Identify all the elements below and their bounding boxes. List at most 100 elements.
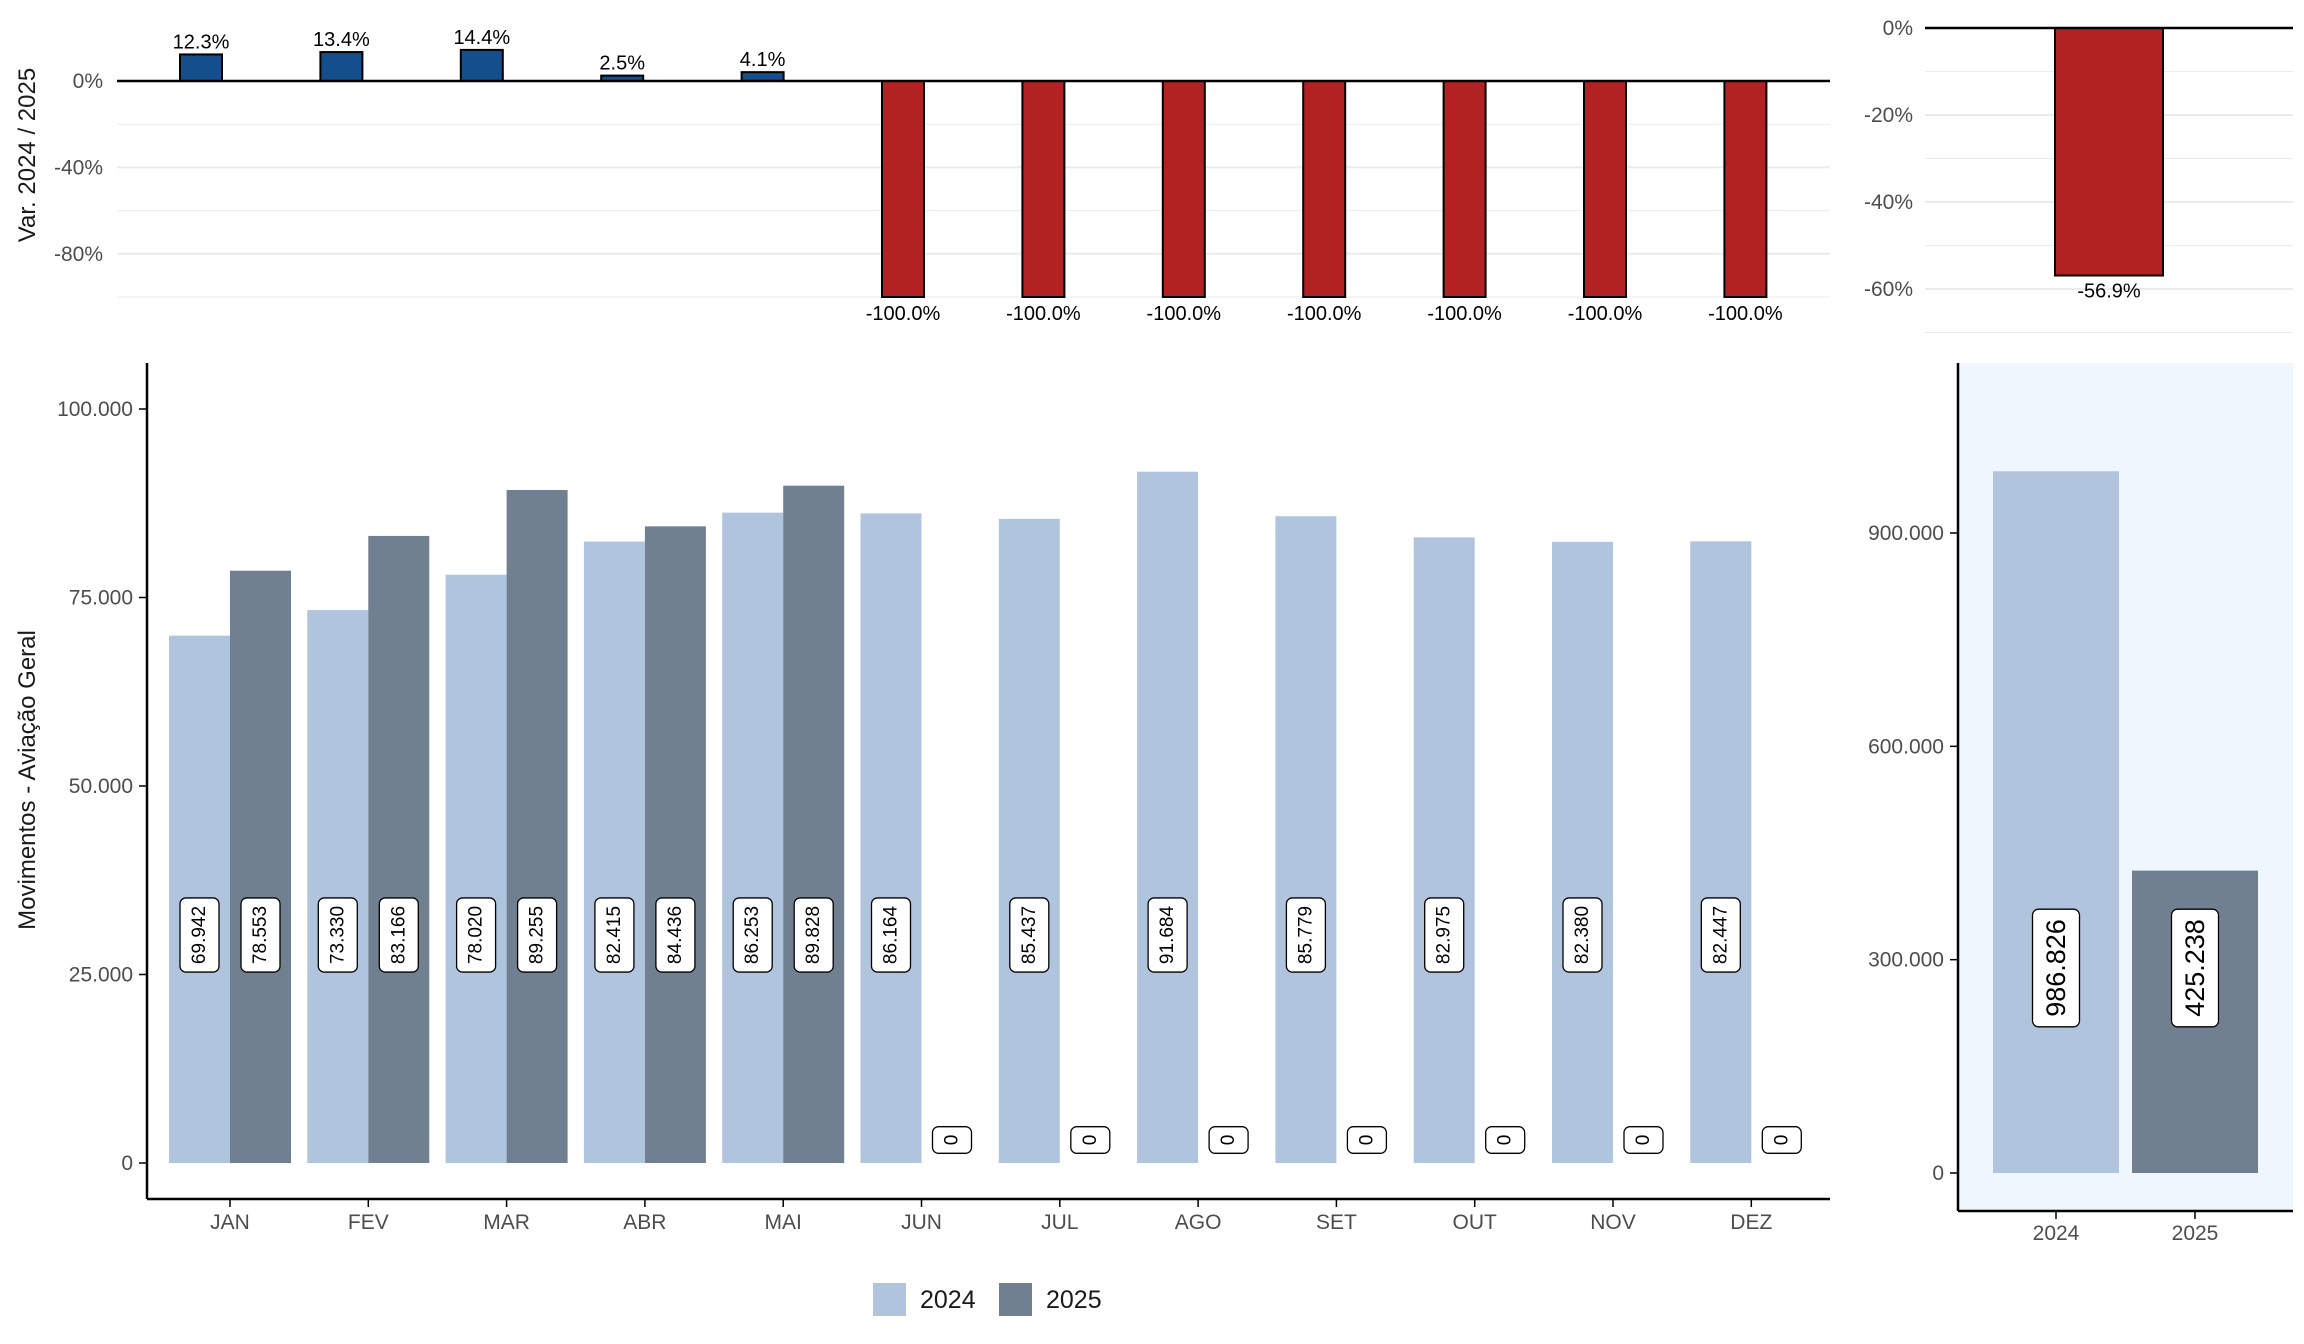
- value-label-2024: 82.415: [594, 897, 635, 973]
- legend-label-2024: 2024: [920, 1286, 976, 1314]
- variation-value-label: 2.5%: [599, 53, 645, 75]
- variation-value-label: -100.0%: [866, 303, 941, 325]
- y-tick-label: 50.000: [69, 775, 133, 798]
- variation-bar-jun: [881, 80, 925, 298]
- bar-2024-fev: [307, 610, 369, 1163]
- monthly-movements-panel: Movimentos - Aviação Geral 69.942 78.553 7…: [14, 363, 1830, 1234]
- legend-swatch-2024: [873, 1283, 906, 1316]
- bar-2025-mai: [783, 485, 845, 1163]
- value-label-box: [2170, 908, 2220, 1028]
- y-tick-label: 0: [121, 1152, 133, 1175]
- value-label-text: 0: [1495, 1135, 1516, 1146]
- bar-2025-jan: [230, 570, 291, 1163]
- value-label-text: 0: [1218, 1135, 1239, 1146]
- value-label-text: 0: [1771, 1135, 1792, 1146]
- variation-bar-jul: [1021, 80, 1066, 298]
- value-label-text: 986.826: [2041, 919, 2071, 1017]
- value-label-text: 82.447: [1710, 906, 1731, 964]
- y-tick-label: 0: [1932, 1162, 1944, 1185]
- value-label-2024: 91.684: [1147, 897, 1188, 973]
- total-value-label-2025: 425.238: [2170, 908, 2220, 1028]
- value-label-2024: 86.164: [870, 897, 912, 973]
- x-tick-label-dez: DEZ: [1730, 1211, 1772, 1234]
- variation-bar-jan: [179, 53, 223, 82]
- value-label-2025: 0: [931, 1126, 973, 1154]
- variation-value-label: -100.0%: [1568, 303, 1643, 325]
- total-movements-panel: 986.826 425.238 0 300.000 600.000 900.000 2024…: [1868, 363, 2293, 1245]
- total-value-label-2024: 986.826: [2031, 908, 2081, 1028]
- value-label-text: 85.779: [1295, 906, 1316, 964]
- variation-value-label: 13.4%: [313, 29, 370, 51]
- value-label-2025: 83.166: [378, 897, 419, 973]
- variation-value-label: -100.0%: [1427, 303, 1502, 325]
- x-tick-label-mai: MAI: [765, 1211, 802, 1234]
- variation-value-label: -100.0%: [1147, 303, 1222, 325]
- value-label-2024: 85.437: [1009, 897, 1050, 973]
- total-variation-value-label: -56.9%: [2077, 281, 2141, 303]
- value-label-box: [1070, 1126, 1111, 1154]
- value-label-2024: 85.779: [1285, 897, 1327, 973]
- bar-2025-abr: [644, 526, 706, 1163]
- value-label-box: [870, 897, 912, 973]
- variation-bar-ago: [1161, 80, 1206, 298]
- value-label-text: 69.942: [189, 906, 210, 964]
- value-label-box: [655, 897, 696, 973]
- bar-2025-fev: [368, 535, 430, 1163]
- value-label-text: 82.975: [1434, 906, 1455, 964]
- bar-2024-jun: [860, 513, 922, 1163]
- value-label-text: 83.166: [388, 906, 409, 964]
- variation-bar-mar: [459, 48, 504, 82]
- variation-value-label: 12.3%: [173, 31, 230, 53]
- value-label-text: 0: [942, 1135, 963, 1146]
- value-label-box: [455, 897, 497, 973]
- y-tick-label: 0%: [73, 70, 103, 93]
- value-label-box: [1208, 1126, 1249, 1154]
- y-tick-label: 600.000: [1868, 735, 1944, 758]
- value-label-box: [1424, 897, 1465, 973]
- variation-value-label: -100.0%: [1708, 303, 1783, 325]
- value-label-box: [1562, 897, 1603, 973]
- value-label-text: 73.330: [327, 906, 348, 964]
- value-label-text: 86.164: [881, 906, 902, 965]
- value-label-2024: 86.253: [732, 897, 773, 973]
- value-label-2024: 82.447: [1700, 897, 1741, 973]
- value-label-2024: 73.330: [317, 897, 358, 973]
- value-label-box: [240, 897, 281, 973]
- value-label-2025: 0: [1485, 1126, 1526, 1154]
- value-label-text: 82.415: [604, 906, 625, 964]
- x-tick-label-jan: JAN: [210, 1211, 250, 1234]
- variation-bar-mai: [740, 71, 785, 82]
- x-tick-label-nov: NOV: [1590, 1211, 1636, 1234]
- value-label-box: [1285, 897, 1327, 973]
- y-tick-label: 300.000: [1868, 949, 1944, 972]
- total-variation-bar: [2054, 27, 2164, 277]
- bar-2024-abr: [583, 541, 645, 1163]
- legend: 2024 2025: [873, 1283, 1102, 1316]
- bar-2024-dez: [1690, 541, 1752, 1163]
- value-label-2025: 89.828: [793, 897, 834, 973]
- legend-label-2025: 2025: [1046, 1286, 1102, 1314]
- y-tick-label: -20%: [1864, 104, 1913, 127]
- value-label-box: [1700, 897, 1741, 973]
- variation-bar-out: [1442, 80, 1487, 298]
- value-label-text: 86.253: [742, 906, 763, 964]
- variation-bar-dez: [1723, 80, 1768, 298]
- value-label-box: [1485, 1126, 1526, 1154]
- value-label-text: 89.828: [803, 906, 824, 964]
- value-label-2025: 0: [1761, 1126, 1802, 1154]
- y-tick-label: -60%: [1864, 278, 1913, 301]
- bar-2024-mar: [445, 574, 507, 1163]
- x-tick-label-abr: ABR: [623, 1211, 666, 1234]
- value-label-box: [1009, 897, 1050, 973]
- value-label-2025: 0: [1623, 1126, 1664, 1154]
- variation-bar-set: [1302, 80, 1347, 298]
- bar-2024-set: [1275, 516, 1337, 1163]
- y-tick-label: 0%: [1883, 17, 1913, 40]
- value-label-text: 91.684: [1157, 906, 1178, 965]
- value-label-text: 78.020: [466, 906, 487, 964]
- bar-2024-out: [1413, 537, 1475, 1163]
- bar-2024-ago: [1137, 471, 1199, 1163]
- x-tick-label-jul: JUL: [1041, 1211, 1078, 1234]
- value-label-text: 82.380: [1572, 906, 1593, 964]
- value-label-box: [594, 897, 635, 973]
